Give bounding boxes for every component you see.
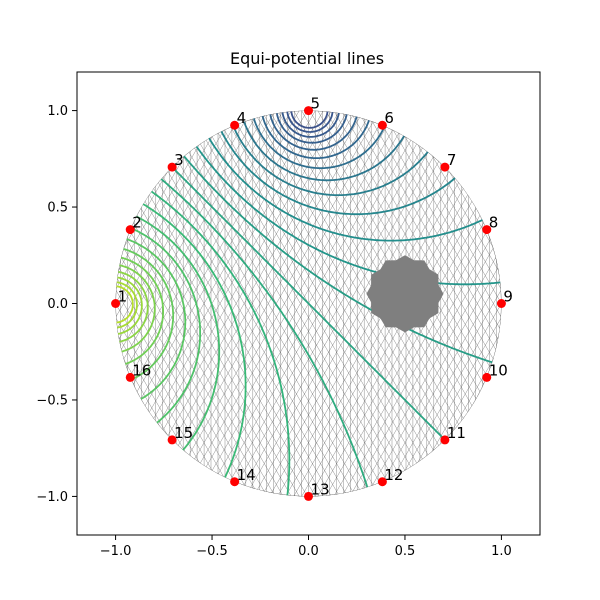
contour-line [115,263,156,354]
x-tick-label: −0.5 [196,544,228,559]
electrode-marker [167,162,177,172]
x-tick-label: 0.0 [298,544,319,559]
chart-title: Equi-potential lines [230,49,384,68]
x-tick-label: −1.0 [100,544,132,559]
electrode-label: 11 [447,424,466,442]
electrode-label: 15 [174,424,193,442]
electrode-label: 7 [447,151,457,169]
electrode-marker [482,372,492,382]
electrode-label: 1 [118,288,128,306]
y-tick-label: −1.0 [36,490,68,505]
contour-line [115,285,134,324]
electrode-marker [230,477,240,487]
electrode-label: 3 [174,151,184,169]
electrode-label: 2 [132,214,142,232]
y-tick-label: 0.0 [47,297,68,312]
electrode-marker [304,491,313,501]
y-tick-label: 0.5 [47,201,68,216]
electrode-marker [230,120,240,130]
contour-line [115,276,143,336]
contour-line [115,281,138,329]
electrode-marker [111,299,121,308]
inclusion-layer [366,255,444,333]
electrode-marker [377,477,387,487]
electrode-label: 10 [489,361,508,379]
contour-line [115,187,247,497]
electrode-marker [125,225,135,235]
electrode-label: 5 [311,95,321,113]
inclusion-region [366,255,444,333]
contour-line [281,110,341,138]
electrode-label: 6 [384,109,394,127]
electrode-marker [440,162,450,172]
electrode-marker [125,372,135,382]
electrode-label: 14 [237,466,256,484]
contour-line [275,110,349,144]
contour-line [290,110,329,129]
y-tick-label: −0.5 [36,393,68,408]
contour-line [115,255,164,368]
electrode-label: 12 [384,466,403,484]
x-tick-label: 0.5 [395,544,416,559]
electrode-marker [440,435,450,445]
electrode-label: 4 [237,109,247,127]
electrode-marker [377,120,387,130]
electrode-marker [482,225,492,235]
electrode-marker [496,299,506,308]
axis-layer: −1.0 −0.5 0.0 0.5 1.0 1.0 0.5 0.0 −0.5 −1.0 [36,104,511,559]
x-tick-label: 1.0 [491,544,512,559]
electrode-label: 8 [489,214,499,232]
contour-line [115,270,149,344]
y-tick-label: 1.0 [47,104,68,119]
electrode-label: 9 [503,288,513,306]
electrode-label: 16 [132,361,151,379]
electrode-marker [167,435,177,445]
electrode-label: 13 [311,480,330,498]
electrode-marker [304,106,313,116]
